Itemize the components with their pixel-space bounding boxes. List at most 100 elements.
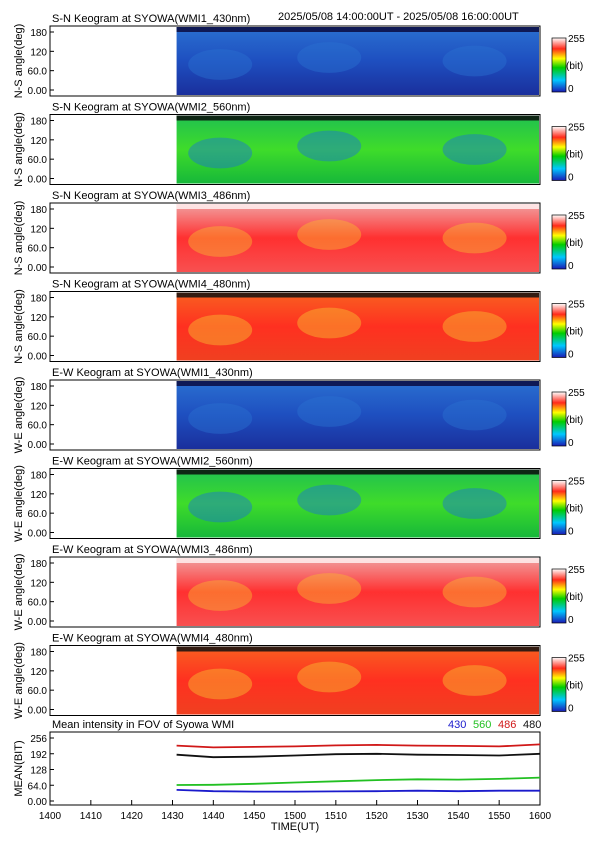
keogram-blob — [297, 307, 362, 339]
keogram-blob — [442, 488, 507, 519]
line-chart-frame — [49, 731, 541, 806]
colorbar-unit-label: (bit) — [566, 150, 583, 161]
colorbar-min-label: 0 — [568, 615, 574, 626]
keogram-panel: E-W Keogram at SYOWA(WMI1_430nm) 0.00 60.0… — [13, 367, 585, 453]
line-y-tick-label: 64.0 — [28, 781, 48, 792]
line-chart-ylabel: MEAN(BIT) — [13, 740, 25, 796]
colorbar-min-label: 0 — [568, 350, 574, 361]
y-tick-label: 120 — [30, 667, 47, 678]
panel-ylabel: W-E angle(deg) — [13, 554, 25, 631]
x-tick-label: 1550 — [488, 811, 511, 822]
colorbar-max-label: 255 — [568, 565, 585, 576]
colorbar-min-label: 0 — [568, 527, 574, 538]
colorbar-unit-label: (bit) — [566, 681, 583, 692]
panel-title: E-W Keogram at SYOWA(WMI3_486nm) — [52, 544, 253, 556]
colorbar-unit-label: (bit) — [566, 238, 583, 249]
y-tick-label: 0.00 — [28, 86, 48, 97]
colorbar-max-label: 255 — [568, 654, 585, 665]
line-chart-title: Mean intensity in FOV of Syowa WMI — [52, 719, 234, 731]
keogram-image — [176, 558, 540, 626]
panel-ylabel: W-E angle(deg) — [13, 642, 25, 719]
series-line-480 — [176, 752, 541, 759]
x-tick-label: 1400 — [39, 811, 62, 822]
keogram-image — [176, 27, 540, 95]
keogram-image — [176, 646, 540, 715]
legend-560: 560 — [473, 719, 491, 731]
colorbar-min-label: 0 — [568, 438, 574, 449]
keogram-panel: E-W Keogram at SYOWA(WMI3_486nm) 0.00 60.0… — [13, 544, 585, 630]
keogram-panel: E-W Keogram at SYOWA(WMI4_480nm) 0.00 60.0… — [13, 633, 585, 719]
y-tick-label: 0.00 — [28, 617, 48, 628]
y-tick-label: 180 — [30, 559, 47, 570]
keogram-blob — [188, 226, 253, 257]
colorbar-max-label: 255 — [568, 388, 585, 399]
series-line-430 — [176, 789, 540, 793]
keogram-blob — [442, 576, 507, 608]
panel-title: S-N Keogram at SYOWA(WMI1_430nm) — [52, 13, 250, 25]
legend-480: 480 — [523, 719, 541, 731]
colorbar-max-label: 255 — [568, 477, 585, 488]
panel-title: S-N Keogram at SYOWA(WMI3_486nm) — [52, 190, 250, 202]
y-tick-label: 180 — [30, 648, 47, 659]
legend-430: 430 — [448, 719, 466, 731]
y-tick-label: 120 — [30, 578, 47, 589]
x-tick-label: 1420 — [121, 811, 144, 822]
panel-title: E-W Keogram at SYOWA(WMI1_430nm) — [52, 367, 253, 379]
keogram-blob — [188, 491, 253, 523]
colorbar — [551, 568, 567, 624]
keogram-blob — [442, 665, 507, 696]
colorbar-min-label: 0 — [568, 84, 574, 95]
y-tick-label: 120 — [30, 47, 47, 58]
colorbar-max-label: 255 — [568, 300, 585, 311]
keogram-panel: S-N Keogram at SYOWA(WMI2_560nm) 0.00 60.0… — [13, 102, 585, 187]
x-tick-label: 1500 — [284, 811, 307, 822]
keogram-edge-band — [176, 469, 540, 475]
series-line-486 — [176, 743, 541, 749]
colorbar — [551, 37, 567, 93]
keogram-blob — [442, 311, 507, 342]
keogram-image — [176, 469, 540, 538]
y-tick-label: 180 — [30, 205, 47, 216]
colorbar-unit-label: (bit) — [566, 415, 583, 426]
y-tick-label: 60.0 — [28, 598, 48, 609]
panel-title: S-N Keogram at SYOWA(WMI4_480nm) — [52, 279, 250, 291]
keogram-blob — [442, 45, 507, 77]
panel-title: E-W Keogram at SYOWA(WMI2_560nm) — [52, 456, 253, 468]
time-range-label: 2025/05/08 14:00:00UT - 2025/05/08 16:00… — [278, 11, 519, 23]
colorbar — [551, 303, 567, 358]
y-tick-label: 60.0 — [28, 155, 48, 166]
line-chart-xlabel: TIME(UT) — [271, 821, 319, 833]
keogram-blob — [188, 314, 253, 346]
panel-ylabel: N-S angle(deg) — [13, 289, 25, 364]
series-line-560 — [176, 776, 541, 786]
y-tick-label: 180 — [30, 294, 47, 305]
x-tick-label: 1520 — [366, 811, 389, 822]
y-tick-label: 0.00 — [28, 440, 48, 451]
y-tick-label: 60.0 — [28, 244, 48, 255]
mean-intensity-panel: Mean intensity in FOV of Syowa WMI 0.00 64… — [13, 719, 552, 833]
y-tick-label: 60.0 — [28, 421, 48, 432]
colorbar-max-label: 255 — [568, 123, 585, 134]
panel-ylabel: N-S angle(deg) — [13, 112, 25, 187]
keogram-blob — [297, 130, 362, 162]
x-tick-label: 1430 — [161, 811, 184, 822]
keogram-blob — [297, 573, 362, 604]
keogram-blob — [297, 661, 362, 693]
keogram-edge-band — [176, 292, 540, 298]
keogram-blob — [188, 403, 253, 434]
y-tick-label: 0.00 — [28, 263, 48, 274]
keogram-blob — [442, 134, 507, 165]
keogram-panel: S-N Keogram at SYOWA(WMI4_480nm) 0.00 60.0… — [13, 279, 585, 364]
colorbar-min-label: 0 — [568, 261, 574, 272]
colorbar-min-label: 0 — [568, 173, 574, 184]
keogram-blob — [188, 668, 253, 700]
keogram-blob — [297, 396, 362, 427]
keogram-blob — [442, 222, 507, 254]
keogram-image — [176, 115, 540, 184]
keogram-edge-band — [176, 204, 540, 209]
keogram-panel: E-W Keogram at SYOWA(WMI2_560nm) 0.00 60.0… — [13, 456, 585, 542]
y-tick-label: 180 — [30, 382, 47, 393]
keogram-edge-band — [176, 558, 540, 563]
keogram-edge-band — [176, 115, 540, 121]
